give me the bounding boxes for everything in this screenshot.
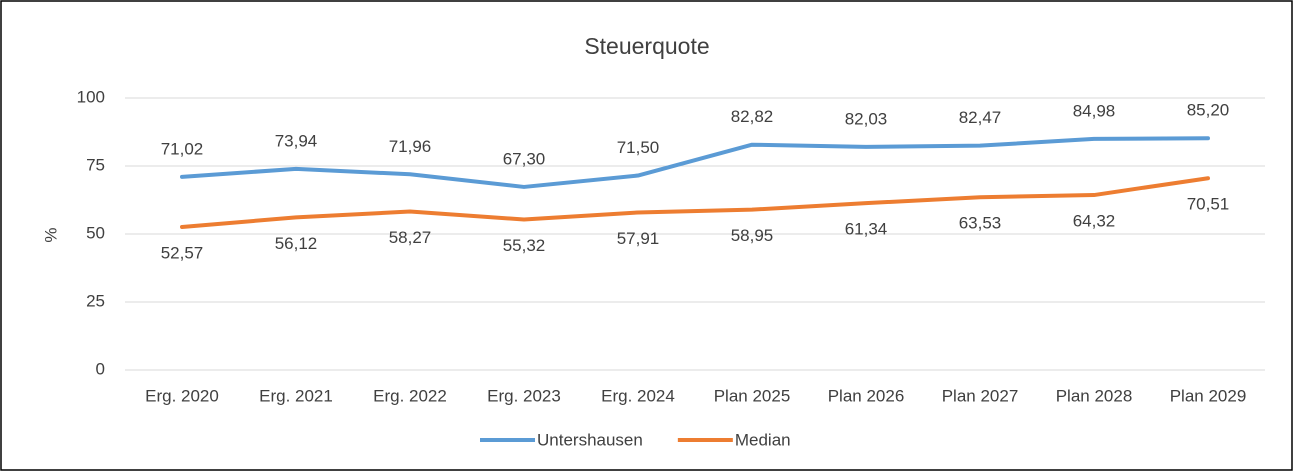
y-tick-label: 50: [86, 223, 105, 242]
legend-label: Untershausen: [537, 430, 643, 449]
data-label: 82,47: [959, 108, 1002, 127]
x-tick-label: Erg. 2020: [145, 386, 219, 405]
data-label: 55,32: [503, 236, 546, 255]
x-tick-label: Erg. 2021: [259, 386, 333, 405]
data-label: 82,03: [845, 109, 888, 128]
x-tick-label: Plan 2026: [828, 386, 905, 405]
x-tick-label: Erg. 2024: [601, 386, 675, 405]
data-label: 58,27: [389, 228, 432, 247]
y-tick-label: 25: [86, 291, 105, 310]
data-label: 85,20: [1187, 101, 1230, 120]
data-label: 73,94: [275, 131, 318, 150]
series-line: [180, 136, 1210, 189]
data-label: 71,50: [617, 138, 660, 157]
data-label: 58,95: [731, 226, 774, 245]
data-label: 64,32: [1073, 212, 1116, 231]
legend-label: Median: [735, 430, 791, 449]
x-tick-label: Plan 2028: [1056, 386, 1133, 405]
data-label: 61,34: [845, 220, 888, 239]
data-label: 57,91: [617, 229, 660, 248]
data-label: 82,82: [731, 107, 774, 126]
x-tick-label: Plan 2025: [714, 386, 791, 405]
data-label: 52,57: [161, 243, 204, 262]
data-label: 63,53: [959, 214, 1002, 233]
x-tick-label: Erg. 2022: [373, 386, 447, 405]
y-tick-label: 75: [86, 155, 105, 174]
data-label: 67,30: [503, 149, 546, 168]
data-label: 71,96: [389, 137, 432, 156]
data-label: 70,51: [1187, 195, 1230, 214]
y-tick-label: 0: [96, 359, 105, 378]
x-tick-label: Plan 2029: [1170, 386, 1247, 405]
series-line: [180, 176, 1210, 230]
x-tick-label: Erg. 2023: [487, 386, 561, 405]
y-tick-label: 100: [77, 87, 105, 106]
data-label: 84,98: [1073, 101, 1116, 120]
data-label: 56,12: [275, 234, 318, 253]
y-axis-label: %: [41, 227, 60, 242]
x-tick-label: Plan 2027: [942, 386, 1019, 405]
chart-title: Steuerquote: [584, 33, 709, 59]
data-label: 71,02: [161, 139, 204, 158]
